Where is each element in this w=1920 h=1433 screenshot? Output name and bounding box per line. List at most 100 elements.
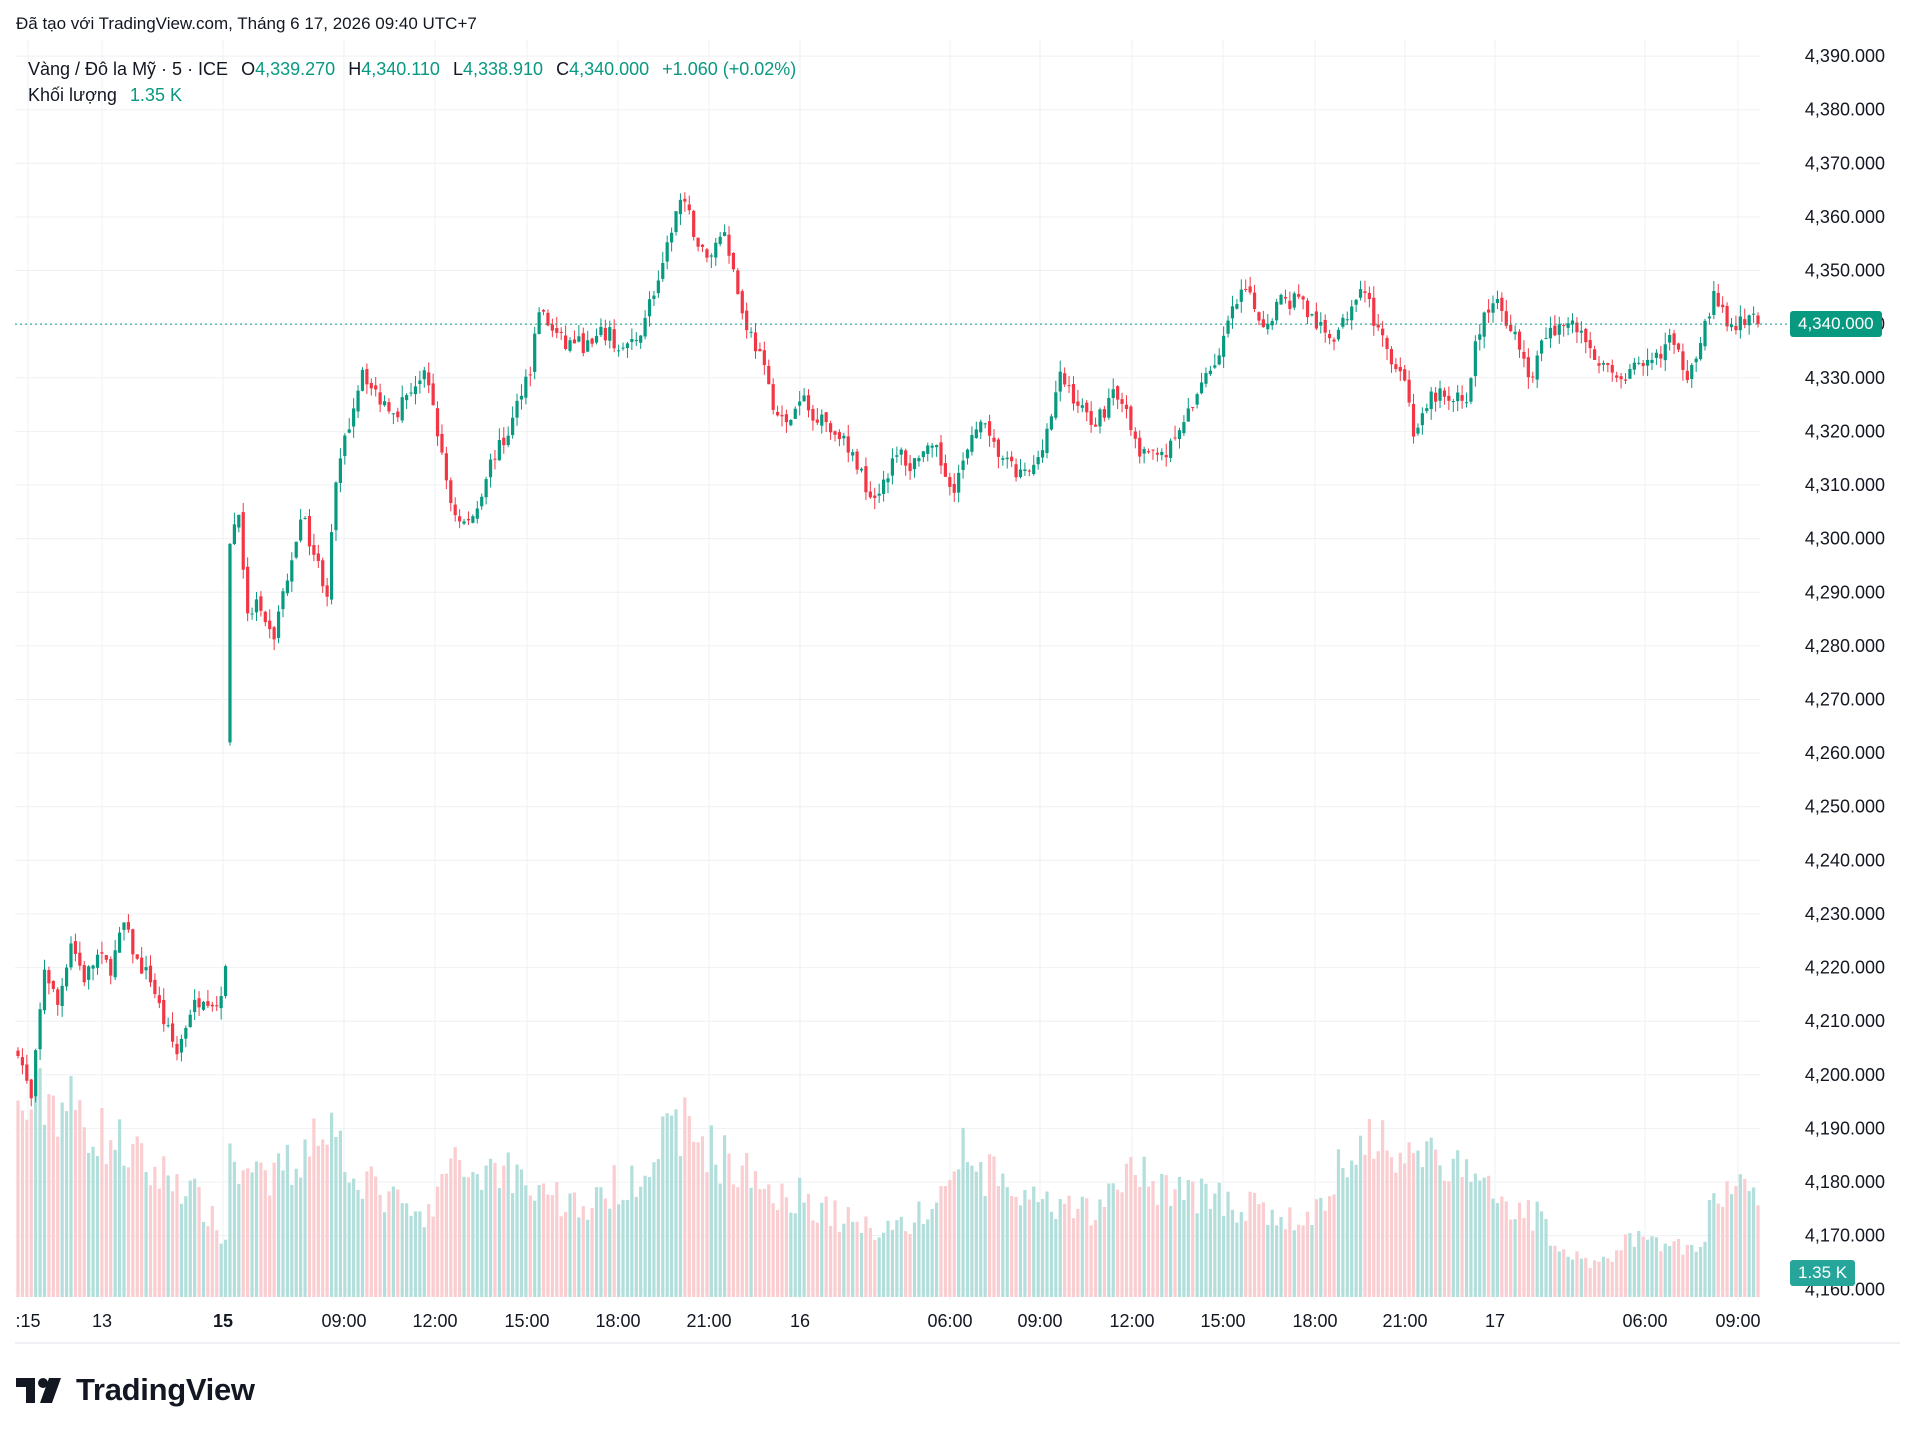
candle-body [939, 442, 943, 466]
candle-body [1389, 349, 1394, 365]
candle-body [731, 252, 736, 270]
symbol-label[interactable]: Vàng / Đô la Mỹ · 5 · ICE [28, 59, 229, 79]
volume-bar [912, 1222, 917, 1297]
volume-bar [762, 1188, 766, 1297]
volume-bar [1301, 1225, 1305, 1297]
volume-bar [215, 1230, 219, 1297]
volume-bar [930, 1209, 934, 1297]
candle-body [722, 232, 727, 236]
price-axis[interactable]: 4,390.000 4,380.000 4,370.000 4,360.000 4,35… [1805, 46, 1885, 1299]
candle-body [793, 408, 797, 419]
high-label: H [348, 59, 362, 79]
volume-bar [740, 1165, 744, 1297]
volume-bar [934, 1202, 939, 1297]
volume-bar [572, 1192, 577, 1297]
volume-bar [1570, 1259, 1575, 1297]
candle-body [1270, 321, 1274, 326]
candle-body [1637, 362, 1641, 364]
volume-bar [1054, 1219, 1058, 1297]
volume-bar [577, 1217, 581, 1297]
volume-bar [1623, 1234, 1628, 1297]
price-tick-label: 4,190.000 [1805, 1118, 1885, 1138]
volume-bar [480, 1189, 484, 1297]
volume-bar [1279, 1216, 1283, 1297]
volume-bar [1725, 1181, 1729, 1297]
volume-bar [431, 1216, 435, 1297]
volume-bar [1093, 1220, 1098, 1297]
candle-body [904, 450, 908, 466]
volume-bar [784, 1197, 789, 1297]
time-axis[interactable]: :15 13 15 09:00 12:00 15:00 18:00 21:00 16 06:00 0… [15, 1311, 1760, 1331]
candle-body [64, 967, 69, 987]
volume-bar [1341, 1168, 1345, 1297]
candle-body [1663, 344, 1667, 361]
volume-bar [639, 1186, 643, 1297]
volume-label[interactable]: Khối lượng [28, 85, 117, 105]
volume-bar [325, 1144, 329, 1297]
candle-body [837, 432, 842, 440]
volume-bar [471, 1171, 475, 1297]
volume-bar [1442, 1180, 1447, 1297]
volume-bar [939, 1186, 943, 1297]
candle-body [1707, 316, 1712, 319]
candle-body [789, 420, 793, 426]
volume-bar [193, 1178, 197, 1297]
volume-bar [833, 1200, 837, 1297]
candle-body [700, 244, 705, 247]
candle-body [1456, 392, 1460, 402]
candle-body [453, 504, 457, 516]
candle-body [1186, 408, 1190, 422]
candle-body [480, 496, 484, 507]
volume-bar [1668, 1246, 1672, 1297]
candle-body [140, 957, 144, 974]
candle-body [828, 423, 833, 433]
volume-bar [926, 1219, 930, 1297]
tradingview-logo[interactable]: TradingView [16, 1372, 255, 1408]
volume-bar [1098, 1199, 1102, 1297]
candle-body [1102, 409, 1106, 418]
volume-bar [312, 1118, 316, 1297]
volume-bar [166, 1175, 170, 1297]
price-tick-label: 4,270.000 [1805, 689, 1885, 709]
candle-body [1341, 317, 1345, 327]
volume-bar [356, 1189, 360, 1297]
volume-bar [1358, 1135, 1363, 1297]
volume-bar [1535, 1201, 1539, 1297]
candle-body [1195, 394, 1199, 405]
volume-bar [736, 1187, 740, 1297]
candle-body [1557, 324, 1561, 335]
candle-body [1005, 457, 1009, 460]
volume-bar [1239, 1211, 1243, 1297]
volume-bar [1063, 1203, 1067, 1297]
candle-body [206, 1001, 210, 1006]
candle-body [1473, 341, 1477, 377]
volume-bar [259, 1162, 263, 1297]
candle-body [170, 1023, 175, 1042]
candle-body [639, 335, 643, 343]
candle-body [1743, 319, 1747, 325]
candle-body [983, 423, 987, 425]
volume-bar [170, 1191, 175, 1297]
volume-bar [1381, 1120, 1385, 1297]
volume-bar [506, 1152, 510, 1297]
volume-bar [1698, 1247, 1703, 1297]
volume-bar [391, 1186, 395, 1297]
volume-bar [1464, 1159, 1469, 1297]
candle-body [1685, 370, 1689, 380]
volume-bar [272, 1162, 276, 1297]
candle-body [590, 338, 594, 344]
candle-body [528, 374, 532, 376]
candle-body [1522, 351, 1526, 359]
ohlc-row: Vàng / Đô la Mỹ · 5 · ICE O4,339.270 H4,… [28, 56, 796, 82]
volume-bar [1124, 1163, 1129, 1297]
tradingview-logo-icon [16, 1378, 61, 1403]
volume-bar [718, 1183, 722, 1297]
volume-bar [197, 1186, 201, 1297]
volume-bar [1676, 1238, 1681, 1297]
candle-body [643, 317, 647, 337]
candle-body [1526, 357, 1530, 378]
volume-bar [1601, 1256, 1606, 1297]
volume-bar [1681, 1254, 1685, 1297]
candle-body [842, 435, 846, 439]
